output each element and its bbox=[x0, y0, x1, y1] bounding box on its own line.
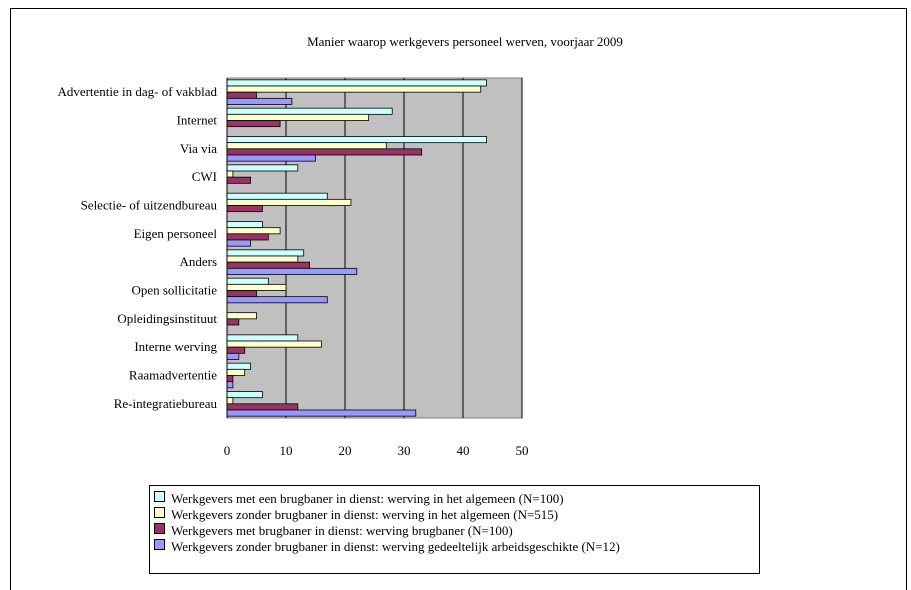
bar bbox=[226, 148, 423, 156]
bar bbox=[226, 107, 393, 115]
x-tick-label: 0 bbox=[224, 443, 231, 458]
category-label: Interne werving bbox=[134, 339, 217, 354]
bar bbox=[226, 334, 299, 342]
chart-title: Manier waarop werkgevers personeel werve… bbox=[307, 34, 623, 49]
category-label: Open sollicitatie bbox=[131, 283, 217, 298]
legend-item: Werkgevers met brugbaner in dienst: werv… bbox=[154, 523, 513, 539]
category-label: Selectie- of uitzendbureau bbox=[81, 198, 218, 213]
bar bbox=[226, 290, 257, 298]
category-label: Via via bbox=[180, 141, 217, 156]
category-label: Anders bbox=[179, 254, 217, 269]
bar bbox=[226, 97, 293, 105]
bar bbox=[226, 409, 417, 417]
category-label: Internet bbox=[177, 113, 218, 128]
bar bbox=[226, 221, 263, 229]
legend-label: Werkgevers met brugbaner in dienst: werv… bbox=[171, 523, 513, 538]
bar bbox=[226, 397, 234, 405]
legend-swatch bbox=[154, 507, 165, 518]
bar bbox=[226, 120, 281, 128]
plot-area bbox=[226, 77, 523, 419]
bar bbox=[226, 154, 316, 162]
bar bbox=[226, 362, 252, 370]
bar bbox=[226, 192, 328, 200]
legend-item: Werkgevers zonder brugbaner in dienst: w… bbox=[154, 507, 558, 523]
bar bbox=[226, 239, 252, 247]
bar bbox=[226, 368, 246, 376]
category-label: CWI bbox=[192, 169, 217, 184]
bar bbox=[226, 375, 234, 383]
bar bbox=[226, 233, 269, 241]
bar bbox=[226, 381, 234, 389]
bar bbox=[226, 346, 246, 354]
chart-legend: Werkgevers met een brugbaner in dienst: … bbox=[149, 485, 760, 574]
x-tick-label: 50 bbox=[516, 443, 529, 458]
x-tick-label: 10 bbox=[280, 443, 293, 458]
bar bbox=[226, 267, 358, 275]
bar bbox=[226, 255, 299, 263]
bar bbox=[226, 403, 299, 411]
bar bbox=[226, 283, 287, 291]
bar bbox=[226, 198, 352, 206]
bar bbox=[226, 249, 305, 257]
category-label: Raamadvertentie bbox=[129, 368, 217, 383]
bar bbox=[226, 391, 263, 399]
legend-label: Werkgevers met een brugbaner in dienst: … bbox=[171, 491, 564, 506]
bar bbox=[226, 136, 488, 144]
bar bbox=[226, 312, 257, 320]
x-tick-label: 40 bbox=[457, 443, 470, 458]
bar bbox=[226, 142, 387, 150]
legend-swatch bbox=[154, 491, 165, 502]
bar bbox=[226, 296, 328, 304]
bar bbox=[226, 227, 281, 235]
x-tick-label: 20 bbox=[339, 443, 352, 458]
bar bbox=[226, 85, 482, 93]
legend-label: Werkgevers zonder brugbaner in dienst: w… bbox=[171, 539, 620, 554]
bar bbox=[226, 170, 234, 178]
legend-item: Werkgevers met een brugbaner in dienst: … bbox=[154, 491, 564, 507]
category-label: Eigen personeel bbox=[134, 226, 218, 241]
chart-frame bbox=[10, 8, 907, 590]
category-label: Advertentie in dag- of vakblad bbox=[57, 84, 217, 99]
bar bbox=[226, 205, 263, 213]
bar bbox=[226, 340, 322, 348]
bar bbox=[226, 352, 240, 360]
legend-swatch bbox=[154, 523, 165, 534]
x-tick-label: 30 bbox=[398, 443, 411, 458]
legend-label: Werkgevers zonder brugbaner in dienst: w… bbox=[171, 507, 559, 522]
bar bbox=[226, 176, 252, 184]
bar bbox=[226, 164, 299, 172]
bar bbox=[226, 318, 240, 326]
bar bbox=[226, 79, 488, 87]
bar bbox=[226, 91, 257, 99]
category-label: Re-integratiebureau bbox=[114, 396, 218, 411]
legend-swatch bbox=[154, 539, 165, 550]
bar bbox=[226, 277, 269, 285]
bar bbox=[226, 261, 310, 269]
legend-item: Werkgevers zonder brugbaner in dienst: w… bbox=[154, 539, 620, 555]
bar bbox=[226, 113, 370, 121]
category-label: Opleidingsinstituut bbox=[117, 311, 217, 326]
